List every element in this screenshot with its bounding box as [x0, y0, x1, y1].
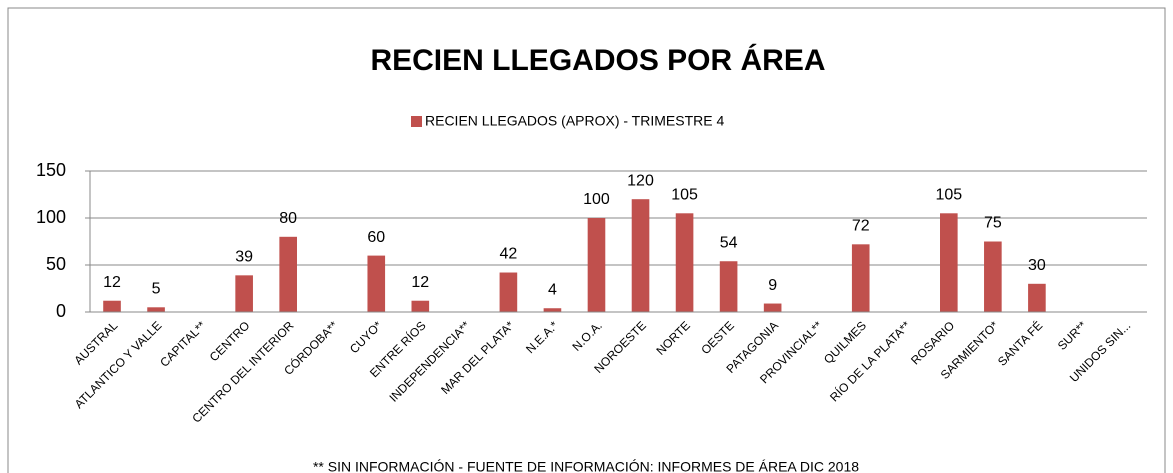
legend-swatch [411, 116, 422, 127]
data-label: 5 [152, 281, 161, 298]
y-tick-label: 0 [56, 301, 66, 321]
data-label: 12 [103, 274, 121, 291]
data-label: 42 [499, 246, 517, 263]
bar [543, 308, 562, 312]
data-label: 54 [720, 234, 738, 251]
data-label: 105 [671, 187, 698, 204]
data-label: 105 [935, 187, 962, 204]
data-label: 60 [367, 229, 385, 246]
data-label: 12 [411, 274, 429, 291]
data-label: 75 [984, 215, 1002, 232]
bar [763, 303, 782, 312]
data-label: 9 [768, 277, 777, 294]
bar [675, 213, 694, 312]
bar [851, 244, 870, 312]
chart-title: RECIEN LLEGADOS POR ÁREA [370, 43, 825, 77]
data-label: 4 [548, 281, 557, 298]
data-label: 80 [279, 210, 297, 227]
data-label: 39 [235, 249, 253, 266]
legend-label: RECIEN LLEGADOS (APROX) - TRIMESTRE 4 [425, 113, 724, 129]
bar [499, 272, 518, 312]
bar [147, 307, 165, 312]
data-label: 30 [1028, 257, 1046, 274]
bar [940, 213, 958, 312]
y-tick-label: 50 [46, 254, 66, 274]
bar [235, 275, 253, 312]
data-label: 72 [852, 218, 870, 235]
data-label: 120 [627, 172, 654, 189]
bar [587, 218, 606, 312]
y-tick-label: 150 [36, 160, 66, 180]
bar [411, 300, 430, 312]
bar [719, 261, 738, 312]
data-label: 100 [583, 191, 610, 208]
bar [1028, 283, 1046, 312]
chart-frame [7, 7, 1166, 473]
bar [631, 199, 650, 312]
bar [279, 236, 297, 312]
footnote: ** SIN INFORMACIÓN - FUENTE DE INFORMACI… [313, 459, 859, 473]
bar [367, 255, 386, 312]
y-tick-label: 100 [36, 207, 66, 227]
bar [984, 241, 1002, 312]
bar [103, 300, 121, 312]
